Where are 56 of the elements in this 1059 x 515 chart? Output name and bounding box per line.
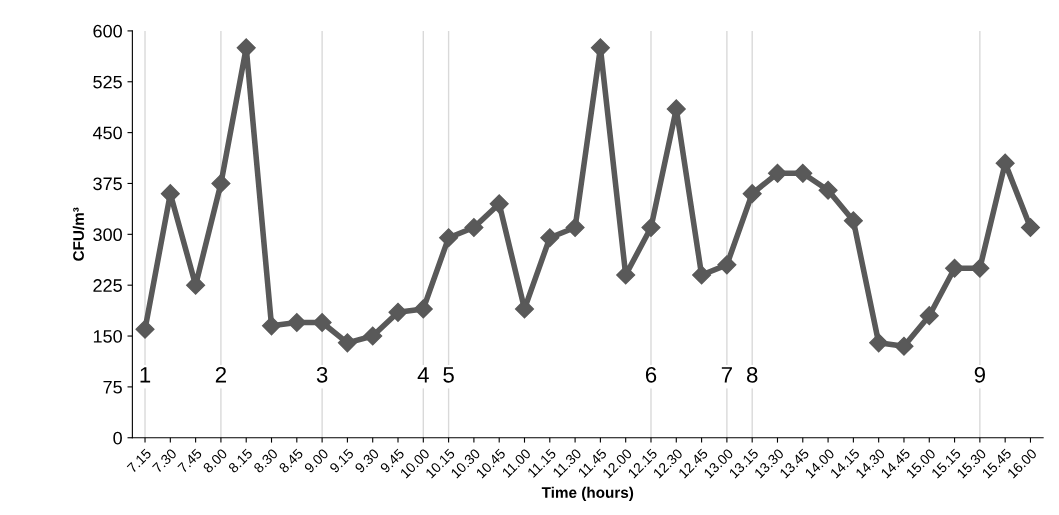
y-tick-label: 525 [93,75,122,89]
point [413,299,433,319]
point [489,194,509,214]
x-axis-title: Time (hours) [541,486,634,501]
x-tick-label: 7.45 [177,448,203,474]
point [363,326,383,346]
point [869,333,889,353]
y-tick-label: 75 [103,381,122,394]
point [692,265,712,285]
y-tick-label: 450 [92,126,122,140]
y-tick-label: 150 [93,329,122,343]
point [590,38,610,58]
point [236,38,256,58]
point [767,163,788,183]
point [641,218,661,238]
ref-line-label: 3 [316,366,328,383]
point [135,319,155,339]
y-tick-label: 375 [93,177,122,191]
ref-line-label: 1 [140,367,151,383]
ref-line-label: 8 [746,366,758,383]
point [843,211,863,231]
point [540,228,560,248]
point [287,312,307,333]
point [1020,218,1040,238]
point [261,316,282,336]
point [995,153,1015,173]
ref-line-label: 5 [443,367,454,383]
x-tick-label: 7.15 [126,448,152,474]
ref-line-label: 7 [721,367,732,383]
point [970,258,990,278]
y-axis-title: CFU/m³ [72,207,85,261]
ref-line-label: 4 [417,367,429,383]
y-tick-label: 300 [93,228,122,242]
point [464,218,484,238]
ref-line-label: 2 [215,366,226,383]
x-tick-label: 7.30 [151,448,178,474]
point [894,336,914,356]
point [793,163,813,183]
point [818,180,838,200]
point [312,312,332,333]
point [742,184,762,204]
y-tick-label: 0 [113,431,122,445]
point [439,228,459,248]
point [717,255,737,275]
point [945,258,965,278]
y-tick-label: 225 [93,279,122,292]
ref-line-label: 9 [974,366,985,383]
ref-line-label: 6 [645,366,657,383]
point [388,302,408,322]
x-tick-label: 9.00 [303,448,329,474]
point [211,173,231,194]
y-tick-label: 600 [93,24,122,38]
point [616,265,636,285]
point [919,306,939,326]
point [337,333,357,353]
point [565,218,585,238]
